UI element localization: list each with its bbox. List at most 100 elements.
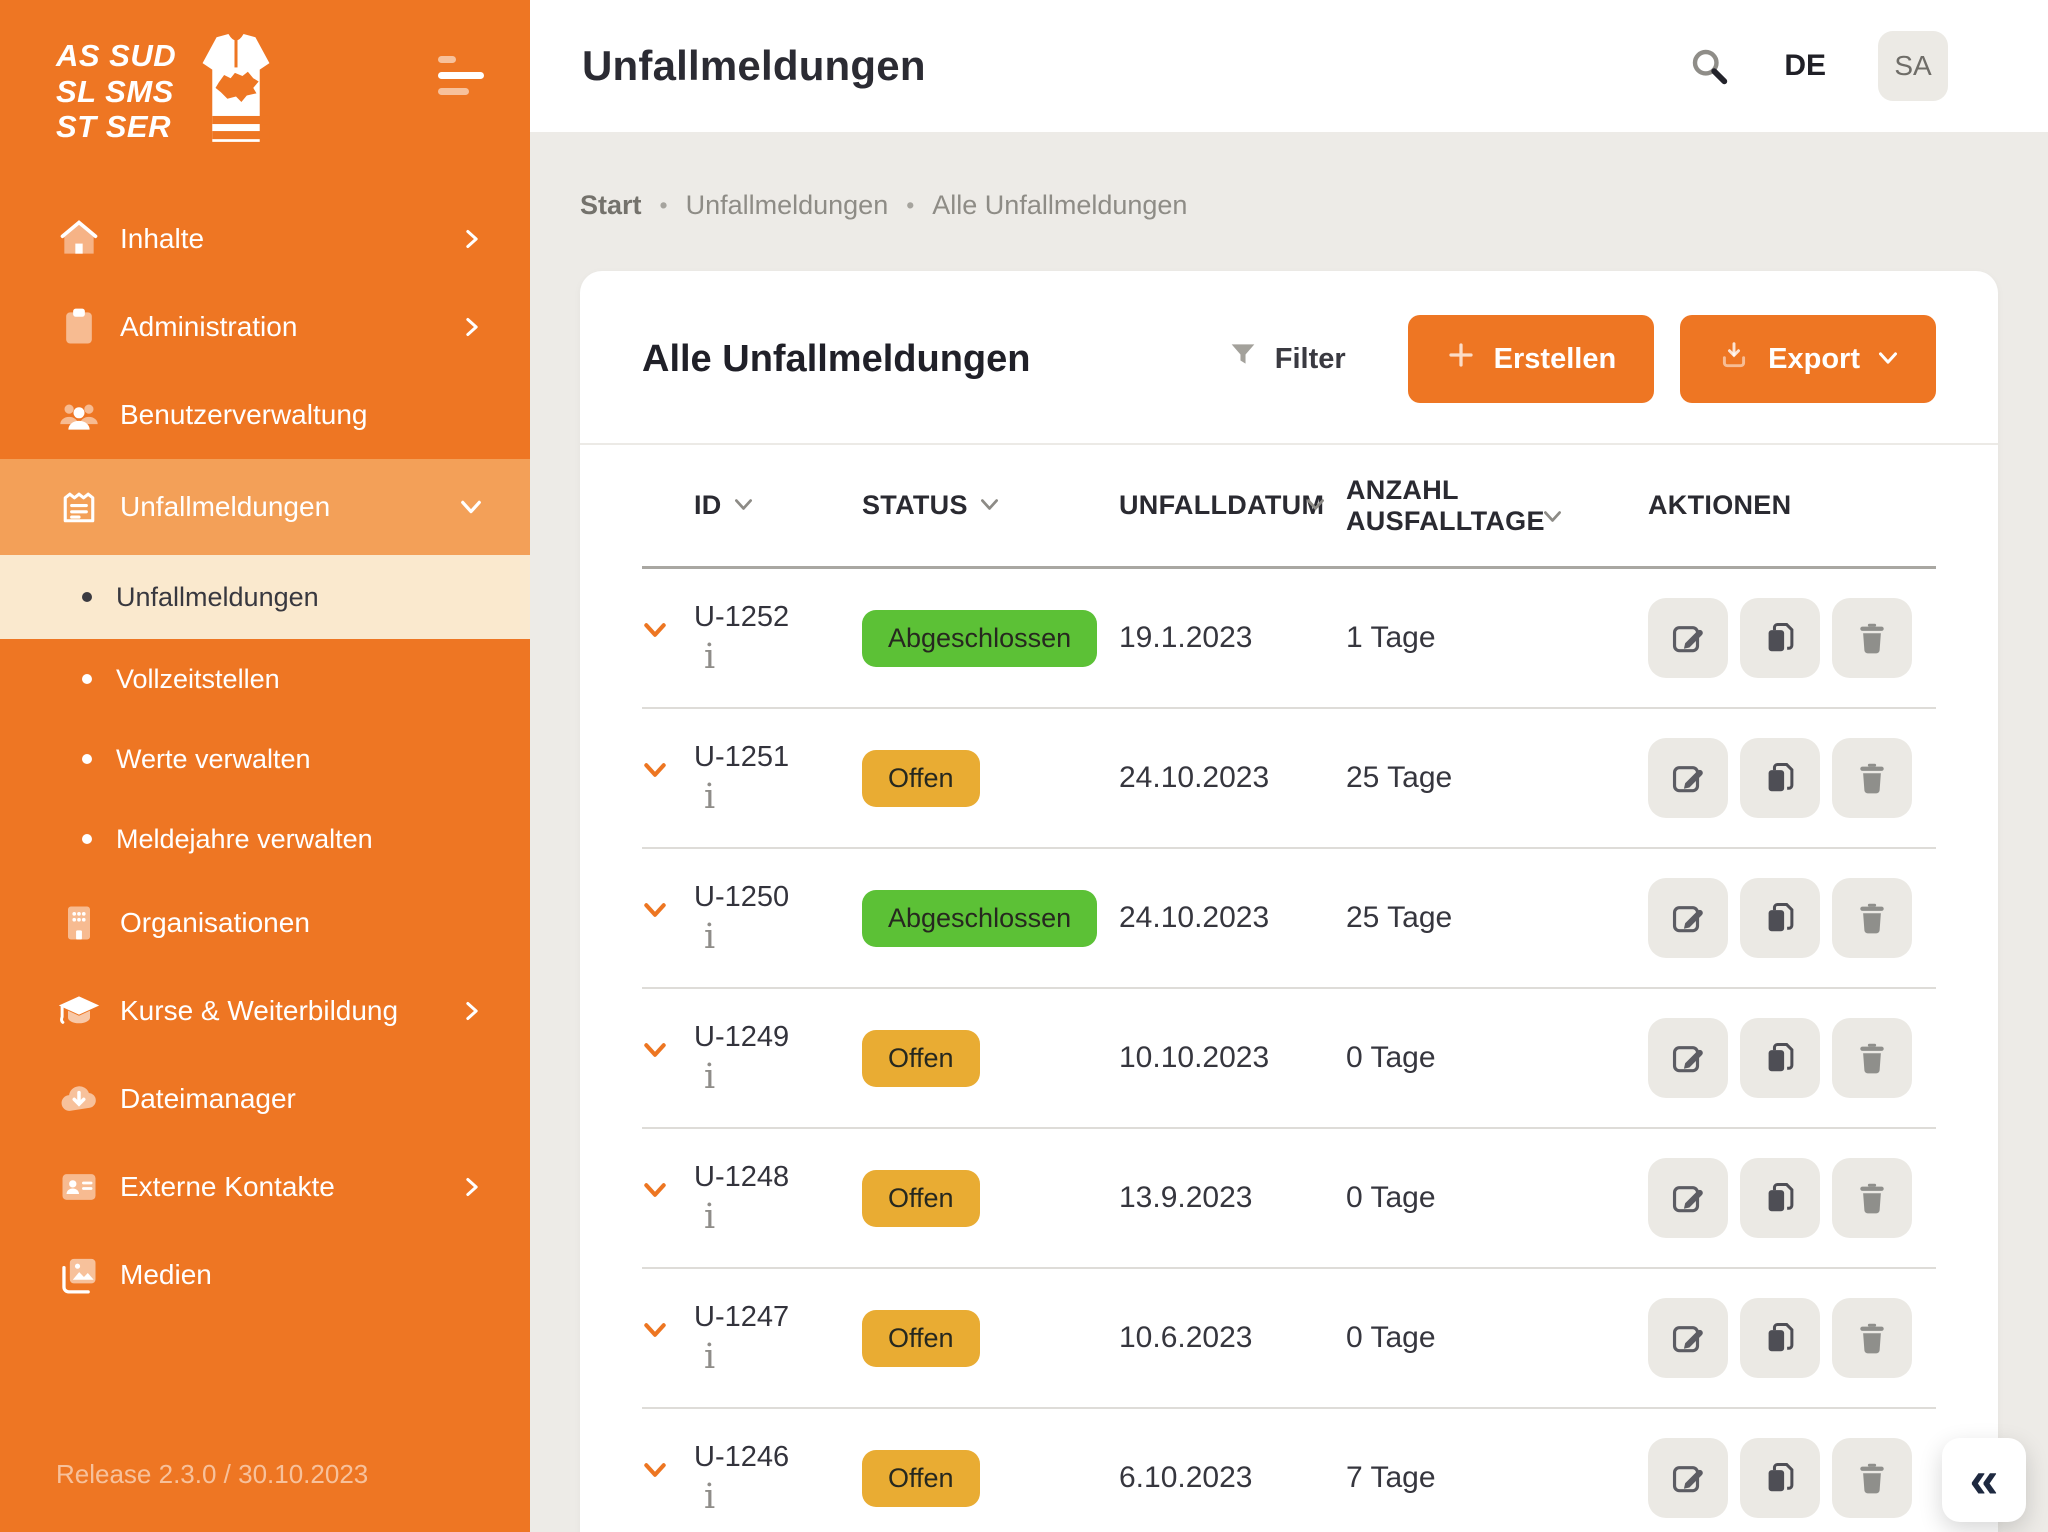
info-icon[interactable]: i bbox=[704, 917, 716, 957]
delete-button[interactable] bbox=[1832, 1158, 1912, 1238]
chevron-right-icon bbox=[462, 1001, 482, 1021]
sidebar-item-label: Inhalte bbox=[120, 223, 205, 254]
column-header-id[interactable]: ID bbox=[694, 490, 862, 521]
row-expand-chevron-icon[interactable] bbox=[642, 1457, 694, 1483]
chevron-right-icon bbox=[462, 317, 482, 337]
search-icon[interactable] bbox=[1686, 43, 1732, 89]
filter-label: Filter bbox=[1274, 342, 1346, 375]
sidebar-menu-toggle-icon[interactable] bbox=[438, 56, 484, 95]
delete-button[interactable] bbox=[1832, 1018, 1912, 1098]
sidebar-subitem-label: Werte verwalten bbox=[116, 743, 311, 774]
sidebar-subitem-werte-verwalten[interactable]: Werte verwalten bbox=[0, 719, 530, 799]
row-expand-chevron-icon[interactable] bbox=[642, 757, 694, 783]
row-ausfalltage: 0 Tage bbox=[1346, 1321, 1436, 1354]
breadcrumb-alle-unfallmeldungen[interactable]: Alle Unfallmeldungen bbox=[932, 190, 1188, 220]
row-id: U-1252 bbox=[694, 601, 790, 633]
row-id: U-1248 bbox=[694, 1161, 790, 1193]
sidebar-item-label: Unfallmeldungen bbox=[120, 491, 331, 522]
column-header-status[interactable]: STATUS bbox=[862, 490, 1119, 521]
sidebar-subitem-vollzeitstellen[interactable]: Vollzeitstellen bbox=[0, 639, 530, 719]
sidebar-item-label: Administration bbox=[120, 311, 298, 342]
edit-button[interactable] bbox=[1648, 598, 1728, 678]
row-expand-chevron-icon[interactable] bbox=[642, 617, 694, 643]
info-icon[interactable]: i bbox=[704, 1197, 716, 1237]
duplicate-button[interactable] bbox=[1740, 878, 1820, 958]
sort-chevron-icon bbox=[734, 490, 753, 521]
edit-button[interactable] bbox=[1648, 1438, 1728, 1518]
sidebar-item-administration[interactable]: Administration bbox=[0, 283, 530, 371]
sidebar-item-inhalte[interactable]: Inhalte bbox=[0, 195, 530, 283]
top-header: Unfallmeldungen DE SA bbox=[530, 0, 2048, 132]
row-expand-chevron-icon[interactable] bbox=[642, 897, 694, 923]
cloud-download-icon bbox=[56, 1076, 102, 1122]
collapse-sidebar-button[interactable]: « bbox=[1942, 1438, 2026, 1522]
duplicate-button[interactable] bbox=[1740, 1158, 1820, 1238]
user-avatar[interactable]: SA bbox=[1878, 31, 1948, 101]
sidebar-nav: Inhalte Administration Benutzerverwaltun… bbox=[0, 169, 530, 1459]
breadcrumb-start[interactable]: Start bbox=[580, 190, 642, 220]
row-id: U-1247 bbox=[694, 1301, 790, 1333]
breadcrumb-unfallmeldungen[interactable]: Unfallmeldungen bbox=[685, 190, 889, 220]
edit-button[interactable] bbox=[1648, 1018, 1728, 1098]
status-badge: Offen bbox=[862, 1029, 980, 1087]
export-button[interactable]: Export bbox=[1680, 315, 1936, 403]
info-icon[interactable]: i bbox=[704, 777, 716, 817]
sidebar-item-medien[interactable]: Medien bbox=[0, 1231, 530, 1319]
duplicate-button[interactable] bbox=[1740, 1018, 1820, 1098]
duplicate-button[interactable] bbox=[1740, 738, 1820, 818]
row-id: U-1251 bbox=[694, 741, 790, 773]
info-icon[interactable]: i bbox=[704, 637, 716, 677]
double-chevron-left-icon: « bbox=[1969, 1451, 1999, 1509]
duplicate-button[interactable] bbox=[1740, 1298, 1820, 1378]
column-header-anzahl-ausfalltage[interactable]: ANZAHL AUSFALLTAGE bbox=[1346, 475, 1648, 537]
status-badge: Offen bbox=[862, 1449, 980, 1507]
breadcrumb: Start • Unfallmeldungen • Alle Unfallmel… bbox=[580, 132, 1998, 221]
filter-button[interactable]: Filter bbox=[1227, 339, 1346, 379]
row-expand-chevron-icon[interactable] bbox=[642, 1177, 694, 1203]
users-icon bbox=[56, 392, 102, 438]
delete-button[interactable] bbox=[1832, 1438, 1912, 1518]
info-icon[interactable]: i bbox=[704, 1337, 716, 1377]
report-icon bbox=[56, 484, 102, 530]
sidebar-item-dateimanager[interactable]: Dateimanager bbox=[0, 1055, 530, 1143]
column-header-unfalldatum[interactable]: UNFALLDATUM bbox=[1119, 490, 1325, 520]
sidebar-subitem-label: Unfallmeldungen bbox=[116, 581, 319, 612]
info-icon[interactable]: i bbox=[704, 1057, 716, 1097]
info-icon[interactable]: i bbox=[704, 1477, 716, 1517]
duplicate-button[interactable] bbox=[1740, 598, 1820, 678]
delete-button[interactable] bbox=[1832, 738, 1912, 818]
sidebar-item-externe-kontakte[interactable]: Externe Kontakte bbox=[0, 1143, 530, 1231]
clipboard-icon bbox=[56, 304, 102, 350]
create-button[interactable]: Erstellen bbox=[1407, 315, 1655, 403]
sidebar-subitem-meldejahre-verwalten[interactable]: Meldejahre verwalten bbox=[0, 799, 530, 879]
safety-vest-logo-icon bbox=[190, 34, 282, 149]
edit-button[interactable] bbox=[1648, 878, 1728, 958]
row-expand-chevron-icon[interactable] bbox=[642, 1317, 694, 1343]
row-ausfalltage: 25 Tage bbox=[1346, 901, 1453, 934]
edit-button[interactable] bbox=[1648, 1298, 1728, 1378]
row-id: U-1250 bbox=[694, 881, 790, 913]
row-unfalldatum: 6.10.2023 bbox=[1119, 1461, 1253, 1494]
delete-button[interactable] bbox=[1832, 1298, 1912, 1378]
delete-button[interactable] bbox=[1832, 878, 1912, 958]
delete-button[interactable] bbox=[1832, 598, 1912, 678]
sort-chevron-icon bbox=[980, 490, 999, 521]
bullet-icon bbox=[82, 754, 92, 764]
edit-button[interactable] bbox=[1648, 1158, 1728, 1238]
contact-card-icon bbox=[56, 1164, 102, 1210]
sidebar-item-label: Medien bbox=[120, 1259, 212, 1290]
table-row: U-1248 i Offen 13.9.2023 0 Tage bbox=[642, 1129, 1936, 1269]
duplicate-button[interactable] bbox=[1740, 1438, 1820, 1518]
card-title: Alle Unfallmeldungen bbox=[642, 337, 1031, 380]
row-expand-chevron-icon[interactable] bbox=[642, 1037, 694, 1063]
row-id: U-1249 bbox=[694, 1021, 790, 1053]
edit-button[interactable] bbox=[1648, 738, 1728, 818]
sidebar-item-benutzerverwaltung[interactable]: Benutzerverwaltung bbox=[0, 371, 530, 459]
sidebar-item-kurse-weiterbildung[interactable]: Kurse & Weiterbildung bbox=[0, 967, 530, 1055]
create-label: Erstellen bbox=[1493, 342, 1617, 375]
row-unfalldatum: 24.10.2023 bbox=[1119, 901, 1270, 934]
sidebar-item-organisationen[interactable]: Organisationen bbox=[0, 879, 530, 967]
sidebar-item-unfallmeldungen[interactable]: Unfallmeldungen bbox=[0, 459, 530, 555]
language-selector[interactable]: DE bbox=[1784, 49, 1826, 82]
sidebar-subitem-unfallmeldungen[interactable]: Unfallmeldungen bbox=[0, 555, 530, 639]
